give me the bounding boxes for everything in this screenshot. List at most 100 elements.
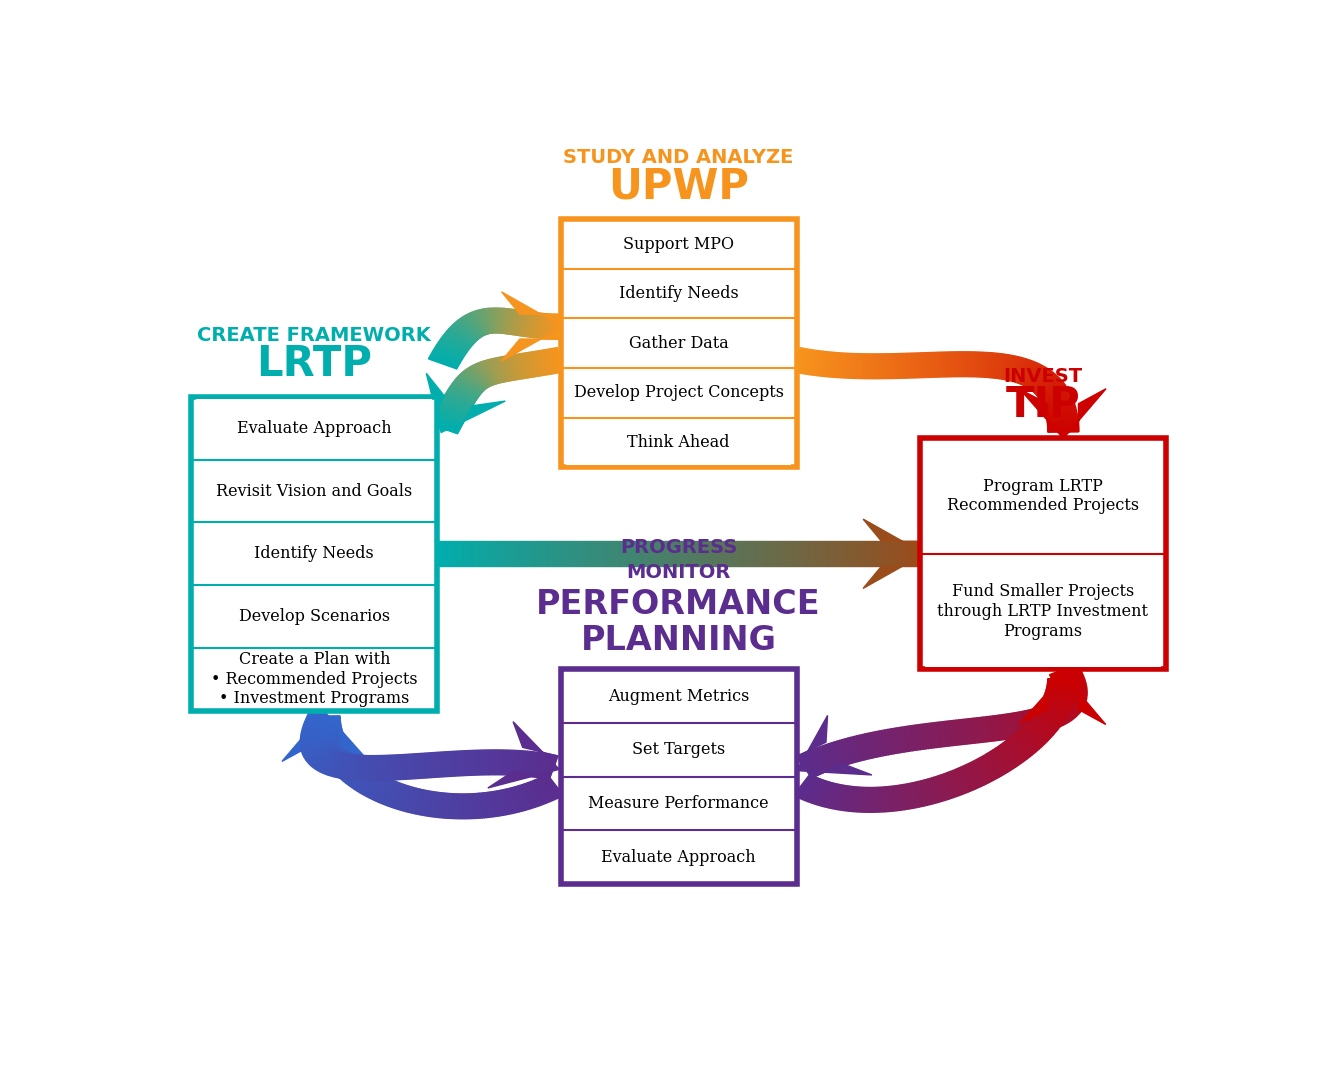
FancyArrow shape [466,541,469,566]
FancyArrow shape [315,749,335,770]
FancyArrow shape [964,352,967,376]
FancyArrow shape [502,790,512,814]
FancyArrow shape [948,772,964,794]
FancyArrow shape [507,310,512,333]
FancyArrow shape [540,754,548,778]
FancyArrow shape [1006,356,1016,381]
FancyArrow shape [510,750,512,775]
FancyArrow shape [393,755,397,779]
FancyArrow shape [944,352,947,377]
FancyArrow shape [859,354,862,378]
FancyArrow shape [459,375,483,391]
FancyArrow shape [1038,705,1067,717]
FancyArrow shape [385,783,400,806]
FancyArrow shape [416,754,420,778]
FancyArrow shape [904,354,907,378]
FancyArrow shape [379,756,381,780]
FancyBboxPatch shape [196,400,432,457]
FancyArrow shape [620,541,622,566]
FancyArrow shape [453,382,481,396]
FancyArrow shape [305,719,335,729]
FancyArrow shape [540,541,543,566]
FancyArrow shape [487,792,494,817]
FancyArrow shape [339,754,347,778]
FancyArrow shape [812,748,828,772]
FancyArrow shape [506,356,514,381]
FancyArrow shape [1027,368,1047,388]
FancyArrow shape [951,720,957,745]
FancyArrow shape [1014,733,1038,751]
FancyArrow shape [461,541,463,566]
FancyArrow shape [512,355,520,379]
FancyArrow shape [465,315,483,336]
FancyArrow shape [504,356,511,381]
FancyArrow shape [426,373,506,433]
FancyArrow shape [540,314,544,339]
FancyArrow shape [1050,664,1078,676]
FancyArrow shape [969,718,976,743]
FancyArrow shape [941,774,957,798]
FancyArrow shape [1057,685,1087,690]
FancyArrow shape [354,755,357,779]
FancyArrow shape [470,313,485,334]
FancyArrow shape [804,541,808,566]
FancyArrow shape [940,775,955,798]
FancyArrow shape [527,312,534,337]
FancyArrow shape [314,733,344,742]
FancyArrow shape [479,362,493,385]
FancyArrow shape [344,755,351,779]
FancyArrow shape [331,755,357,771]
FancyArrow shape [947,352,949,377]
FancyArrow shape [814,351,821,375]
FancyArrow shape [867,354,870,378]
FancyArrow shape [879,731,888,755]
FancyArrow shape [355,755,359,780]
FancyArrow shape [306,716,336,727]
FancyArrow shape [355,771,376,791]
FancyArrow shape [817,352,824,376]
FancyArrow shape [1047,703,1066,725]
FancyArrow shape [323,747,351,761]
FancyArrow shape [361,774,381,794]
FancyArrow shape [526,353,532,377]
FancyArrow shape [444,333,470,348]
FancyArrow shape [1030,717,1057,732]
FancyArrow shape [511,310,518,334]
FancyArrow shape [478,310,489,333]
FancyArrow shape [556,314,559,339]
FancyArrow shape [487,309,491,333]
FancyArrow shape [538,778,555,801]
FancyArrow shape [471,366,489,387]
FancyArrow shape [564,541,567,566]
FancyArrow shape [977,352,980,377]
FancyArrow shape [1047,680,1079,683]
FancyArrow shape [434,753,438,777]
FancyArrow shape [442,337,469,351]
FancyArrow shape [477,793,482,818]
FancyArrow shape [981,717,988,742]
FancyArrow shape [814,780,828,805]
FancyArrow shape [526,751,532,776]
FancyArrow shape [495,358,504,382]
FancyArrow shape [383,756,385,780]
FancyArrow shape [1053,669,1082,681]
FancyArrow shape [828,541,830,566]
FancyArrow shape [824,745,838,769]
FancyArrow shape [870,541,874,566]
FancyArrow shape [968,762,986,785]
FancyBboxPatch shape [565,779,792,828]
FancyArrow shape [1054,699,1079,715]
FancyArrow shape [1046,688,1076,695]
FancyArrow shape [531,313,536,338]
FancyArrow shape [444,793,449,818]
FancyArrow shape [882,354,884,378]
FancyArrow shape [1055,697,1084,705]
FancyArrow shape [308,712,338,724]
Text: CREATE FRAMEWORK: CREATE FRAMEWORK [197,326,432,345]
FancyArrow shape [524,312,531,337]
FancyArrow shape [850,736,862,761]
FancyArrow shape [1010,713,1018,738]
FancyArrow shape [493,541,495,566]
FancyArrow shape [1057,693,1087,695]
FancyArrow shape [821,541,824,566]
